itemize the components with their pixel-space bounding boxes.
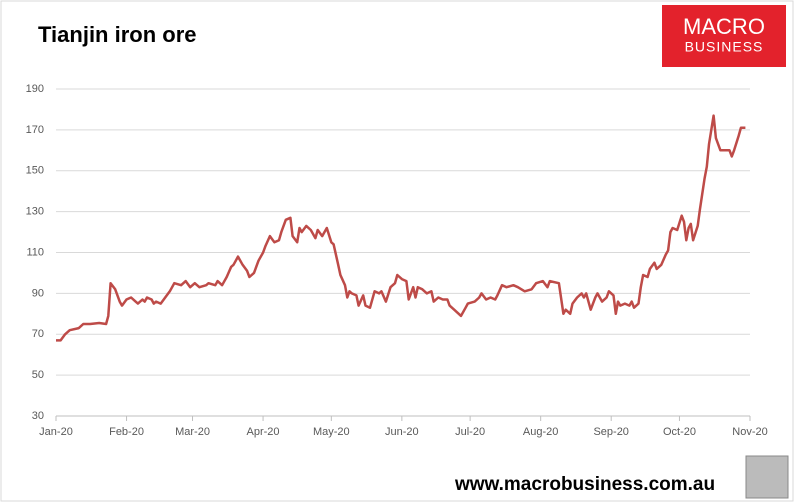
x-tick-label: Oct-20 <box>663 426 696 438</box>
y-tick-label: 30 <box>32 410 44 422</box>
footer-url: www.macrobusiness.com.au <box>454 474 715 495</box>
y-tick-label: 90 <box>32 287 44 299</box>
logo-text: BUSINESS <box>685 39 764 55</box>
x-tick-label: May-20 <box>313 426 350 438</box>
chart-title: Tianjin iron ore <box>38 22 197 47</box>
series-line <box>56 114 746 342</box>
fox-icon <box>745 455 789 499</box>
y-tick-label: 190 <box>26 83 44 95</box>
x-tick-label: Sep-20 <box>593 426 628 438</box>
y-tick-label: 150 <box>26 165 44 177</box>
y-tick-label: 130 <box>26 206 44 218</box>
x-tick-label: Mar-20 <box>175 426 210 438</box>
x-tick-label: Jun-20 <box>385 426 419 438</box>
x-tick-label: Feb-20 <box>109 426 144 438</box>
y-tick-label: 170 <box>26 124 44 136</box>
y-tick-label: 50 <box>32 369 44 381</box>
x-tick-label: Jan-20 <box>39 426 73 438</box>
logo-text: MACRO <box>683 14 765 39</box>
x-tick-label: Nov-20 <box>732 426 767 438</box>
y-tick-label: 110 <box>26 246 44 258</box>
x-tick-label: Jul-20 <box>455 426 485 438</box>
x-tick-label: Aug-20 <box>523 426 558 438</box>
x-tick-label: Apr-20 <box>247 426 280 438</box>
logo-box <box>662 5 786 67</box>
y-tick-label: 70 <box>32 328 44 340</box>
